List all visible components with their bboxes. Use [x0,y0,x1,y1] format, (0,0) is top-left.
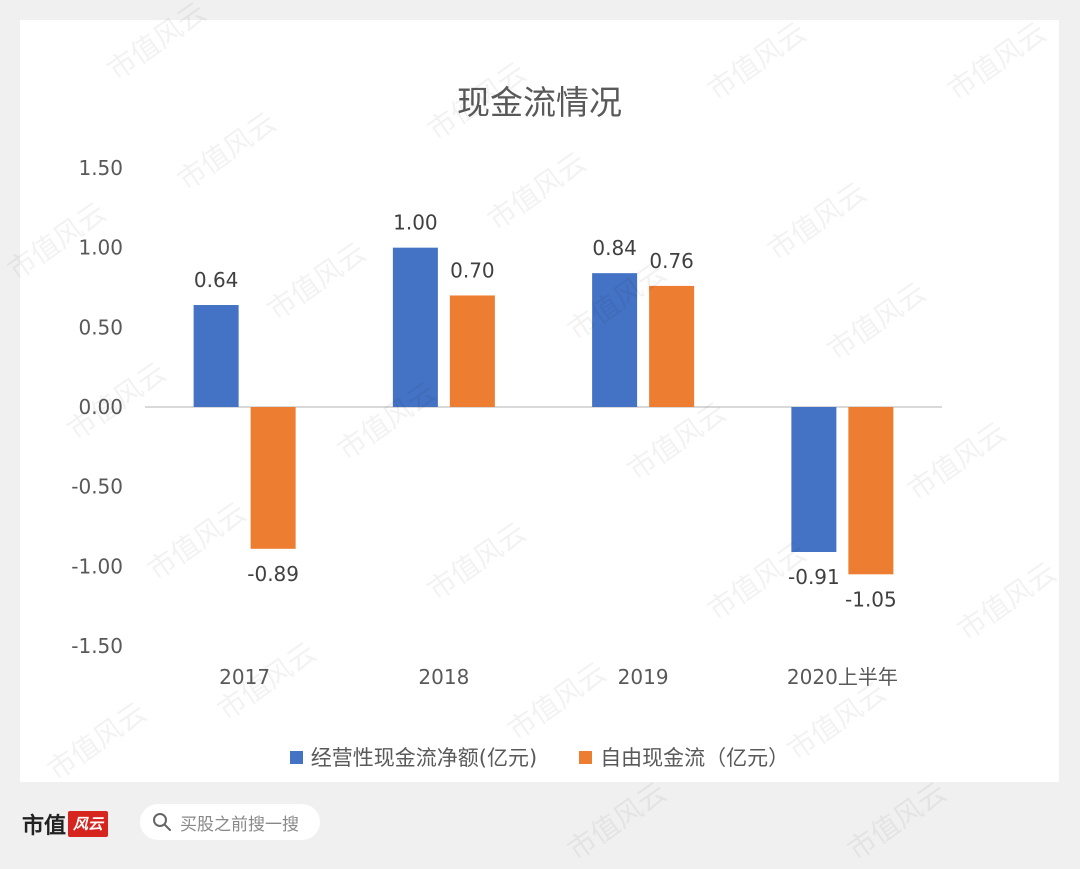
legend-label-operating: 经营性现金流净额(亿元) [310,746,538,770]
data-label: -0.91 [788,565,840,589]
bar-free-2017 [250,407,296,549]
bar-operating-2020上半年 [791,407,837,552]
data-label: 0.84 [592,236,637,260]
x-tick-label: 2017 [219,665,270,689]
bar-free-2018 [449,295,495,407]
y-tick-label: -1.00 [71,554,123,578]
data-label: 0.76 [649,249,694,273]
chart-card: 现金流情况 1.50 1.00 0.50 0.00 -0.50 -1.00 -1.50 0.6… [20,20,1059,782]
bar-operating-2018 [392,247,438,407]
footer-bar: 市值 风云 买股之前搜一搜 [0,790,1080,856]
data-label: -1.05 [845,587,897,611]
x-tick-label: 2018 [418,665,469,689]
bar-free-2020上半年 [848,407,894,575]
y-tick-label: 0.00 [78,395,123,419]
y-tick-label: -0.50 [71,475,123,499]
legend-item-operating-cash-flow: 经营性现金流净额(亿元) [289,742,538,772]
search-box[interactable]: 买股之前搜一搜 [140,804,320,840]
search-icon [153,813,171,831]
chart-legend: 经营性现金流净额(亿元) 自由现金流（亿元） [20,742,1059,772]
legend-item-free-cash-flow: 自由现金流（亿元） [579,742,789,772]
legend-swatch-free [579,750,593,764]
data-label: 1.00 [393,211,438,235]
bar-operating-2017 [193,305,239,407]
y-tick-label: 1.00 [78,236,123,260]
legend-swatch-operating [289,750,303,764]
chart-title: 现金流情况 [457,83,622,122]
legend-label-free: 自由现金流（亿元） [600,746,790,770]
search-placeholder: 买股之前搜一搜 [180,814,299,835]
y-tick-label: -1.50 [71,634,123,658]
data-label: 0.64 [194,268,239,292]
x-tick-label: 2020上半年 [787,665,898,689]
bar-chart: 1.50 1.00 0.50 0.00 -0.50 -1.00 -1.50 0.64 -0.89… [71,156,942,689]
y-tick-label: 0.50 [78,315,123,339]
brand-logo-mark: 风云 [68,811,109,837]
data-label: -0.89 [247,562,299,586]
y-tick-label: 1.50 [78,156,123,180]
brand-text: 市值 [22,813,67,839]
brand-logo: 市值 风云 [22,808,109,840]
x-tick-label: 2019 [618,665,669,689]
bar-operating-2019 [592,273,638,407]
bar-free-2019 [649,285,695,407]
data-label: 0.70 [450,258,495,282]
